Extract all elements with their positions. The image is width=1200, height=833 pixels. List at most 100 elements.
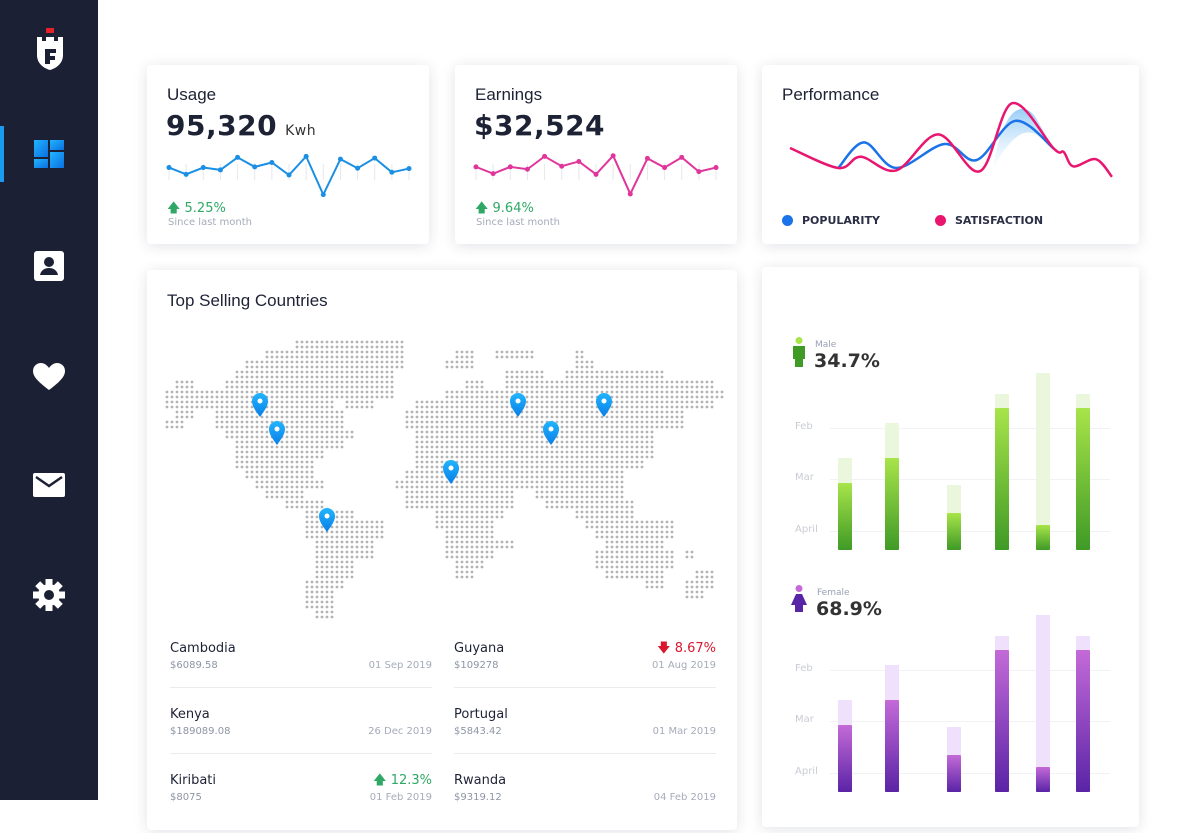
map-dot [340, 350, 344, 354]
map-dot [255, 370, 259, 374]
map-dot [205, 390, 209, 394]
earnings-point [679, 154, 685, 160]
map-dot [570, 430, 574, 434]
country-row[interactable]: Kiribati $8075 01 Feb 2019 🡅 12.3% [170, 773, 432, 833]
performance-card: Performance POPULARITY SATISFACTION [762, 65, 1139, 244]
map-dot [310, 595, 314, 599]
map-dot [340, 525, 344, 529]
map-dot [215, 400, 219, 404]
map-dot [255, 420, 259, 424]
map-dot [585, 470, 589, 474]
map-dot [250, 440, 254, 444]
legend-satisfaction[interactable]: SATISFACTION [935, 214, 1043, 227]
map-dot [320, 405, 324, 409]
male-bar[interactable] [885, 457, 899, 550]
map-dot [340, 390, 344, 394]
map-dot [345, 405, 349, 409]
male-bar[interactable] [947, 512, 961, 550]
castle-logo[interactable] [34, 26, 66, 76]
map-pin-icon-europe[interactable] [510, 393, 526, 417]
sidebar-item-dashboard[interactable] [0, 126, 98, 182]
map-dot [580, 400, 584, 404]
map-dot [500, 505, 504, 509]
map-dot [265, 425, 269, 429]
male-bar[interactable] [1036, 525, 1050, 550]
map-dot [530, 430, 534, 434]
female-bar[interactable] [947, 754, 961, 792]
sidebar-item-favorites[interactable] [0, 349, 98, 405]
male-bar[interactable] [1076, 408, 1090, 550]
map-dot [460, 565, 464, 569]
map-dot [720, 390, 724, 394]
map-dot [665, 555, 669, 559]
map-dot [605, 515, 609, 519]
map-dot [255, 360, 259, 364]
country-row[interactable]: Cambodia $6089.58 01 Sep 2019 [170, 641, 432, 701]
map-dot [305, 375, 309, 379]
map-dot [220, 415, 224, 419]
map-dot [420, 480, 424, 484]
map-dot [295, 365, 299, 369]
sidebar-item-settings[interactable] [0, 567, 98, 623]
map-dot [445, 520, 449, 524]
map-dot [460, 425, 464, 429]
female-bar[interactable] [885, 699, 899, 792]
country-row[interactable]: Portugal $5843.42 01 Mar 2019 [454, 707, 716, 767]
sidebar-item-contacts[interactable] [0, 238, 98, 294]
map-dot [255, 415, 259, 419]
map-dot [640, 420, 644, 424]
map-dot [365, 530, 369, 534]
map-pin-icon-africa[interactable] [443, 460, 459, 484]
map-dot [470, 460, 474, 464]
map-dot [355, 545, 359, 549]
map-dot [310, 350, 314, 354]
male-bar[interactable] [995, 408, 1009, 550]
map-dot [345, 375, 349, 379]
map-dot [505, 355, 509, 359]
map-pin-icon-north-america-2[interactable] [269, 421, 285, 445]
map-dot [585, 525, 589, 529]
country-row[interactable]: Rwanda $9319.12 04 Feb 2019 [454, 773, 716, 833]
map-dot [265, 370, 269, 374]
male-bar[interactable] [838, 482, 852, 550]
female-bar[interactable] [838, 724, 852, 792]
map-dot [310, 425, 314, 429]
map-pin-icon-north-america-1[interactable] [252, 393, 268, 417]
map-dot [685, 405, 689, 409]
female-bar[interactable] [1036, 767, 1050, 792]
female-bar[interactable] [1076, 650, 1090, 792]
map-dot [480, 505, 484, 509]
map-dot [395, 365, 399, 369]
map-pin-icon-asia-2[interactable] [596, 393, 612, 417]
country-row[interactable]: Guyana $109278 01 Aug 2019 🡇 8.67% [454, 641, 716, 701]
map-dot [490, 410, 494, 414]
map-dot [615, 495, 619, 499]
map-dot [280, 485, 284, 489]
map-dot [560, 410, 564, 414]
map-dot [565, 480, 569, 484]
map-dot [485, 400, 489, 404]
map-dot [665, 535, 669, 539]
map-dot [345, 535, 349, 539]
country-row[interactable]: Kenya $189089.08 26 Dec 2019 [170, 707, 432, 767]
map-dot [710, 395, 714, 399]
map-dot [325, 540, 329, 544]
map-dot [660, 565, 664, 569]
map-dot [550, 450, 554, 454]
map-dot [600, 435, 604, 439]
map-dot [205, 395, 209, 399]
map-pin-icon-south-america[interactable] [319, 508, 335, 532]
map-dot [470, 430, 474, 434]
map-dot [475, 490, 479, 494]
female-bar[interactable] [995, 650, 1009, 792]
map-dot [605, 560, 609, 564]
map-dot [685, 595, 689, 599]
map-dot [415, 425, 419, 429]
sidebar-item-messages[interactable] [0, 457, 98, 513]
map-pin-icon-asia-1[interactable] [543, 421, 559, 445]
map-dot [585, 475, 589, 479]
map-dot [605, 490, 609, 494]
map-dot [315, 340, 319, 344]
legend-popularity[interactable]: POPULARITY [782, 214, 880, 227]
map-dot [460, 520, 464, 524]
